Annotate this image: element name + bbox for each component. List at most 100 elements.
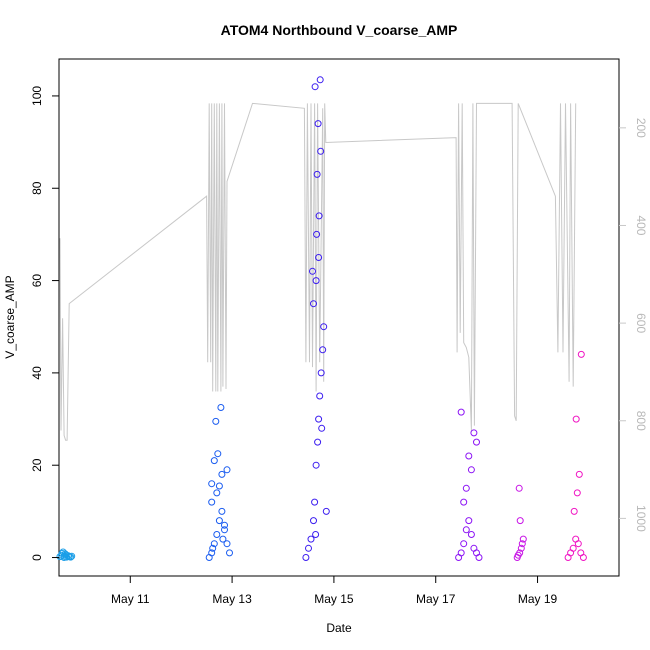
scatter-point bbox=[223, 540, 231, 548]
scatter-point bbox=[312, 277, 320, 285]
scatter-point bbox=[465, 517, 473, 525]
scatter-point bbox=[315, 415, 323, 423]
scatter-point bbox=[208, 498, 216, 506]
scatter-point bbox=[467, 466, 475, 474]
y2-tick-label: 600 bbox=[634, 313, 648, 333]
y2-axis: 200 400 600 800 1000 bbox=[619, 118, 648, 532]
series-cluster-may-19-8 bbox=[564, 350, 587, 561]
scatter-point bbox=[209, 544, 217, 552]
scatter-point bbox=[65, 553, 73, 561]
scatter-point bbox=[212, 417, 220, 425]
y2-tick-label: 1000 bbox=[634, 505, 648, 532]
x-axis-label: Date bbox=[326, 621, 352, 635]
y-tick-label: 0 bbox=[30, 554, 44, 561]
scatter-point bbox=[310, 517, 317, 525]
scatter-point bbox=[315, 212, 323, 220]
scatter-point bbox=[577, 350, 585, 358]
scatter-point bbox=[516, 549, 524, 557]
scatter-point bbox=[473, 438, 480, 446]
scatter-point bbox=[221, 526, 228, 534]
y-axis: 0 20 40 60 80 100 bbox=[30, 86, 59, 561]
series-cluster-may-9 bbox=[56, 548, 76, 561]
scatter-point bbox=[457, 408, 465, 416]
x-tick-label: May 13 bbox=[212, 592, 252, 606]
scatter-point bbox=[221, 521, 228, 529]
y-tick-label: 60 bbox=[30, 274, 44, 288]
scatter-point bbox=[218, 507, 226, 515]
scatter-point bbox=[218, 470, 226, 478]
scatter-point bbox=[312, 531, 320, 538]
scatter-point bbox=[314, 120, 322, 128]
plot-border bbox=[58, 58, 620, 577]
scatter-point bbox=[465, 452, 473, 460]
scatter-point bbox=[475, 554, 483, 561]
scatter-point bbox=[208, 480, 216, 488]
y-tick-label: 80 bbox=[30, 181, 44, 195]
scatter-point bbox=[311, 83, 319, 91]
scatter-point bbox=[213, 489, 221, 497]
scatter-point bbox=[317, 147, 325, 155]
scatter-point bbox=[572, 415, 580, 423]
scatter-point bbox=[575, 470, 583, 478]
scatter-point bbox=[315, 254, 323, 261]
scatter-point bbox=[462, 484, 470, 492]
scatter-point bbox=[319, 346, 327, 354]
scatter-point bbox=[60, 554, 68, 561]
series-cluster-may-18-6 bbox=[513, 484, 527, 561]
scatter-point bbox=[322, 507, 330, 515]
scatter-point bbox=[219, 535, 227, 543]
scatter-point bbox=[515, 484, 523, 492]
scatter-point bbox=[210, 457, 218, 465]
scatter-point bbox=[317, 369, 325, 377]
series-cluster-may-14-15 bbox=[302, 76, 330, 561]
scatter-point bbox=[226, 549, 233, 557]
x-tick-label: May 19 bbox=[518, 592, 558, 606]
scatter-point bbox=[569, 544, 577, 552]
x-tick-label: May 11 bbox=[111, 592, 150, 606]
scatter-point bbox=[302, 554, 310, 561]
scatter-point bbox=[314, 438, 322, 446]
scatter-point bbox=[310, 300, 317, 308]
x-tick-label: May 15 bbox=[314, 592, 354, 606]
y-tick-label: 100 bbox=[30, 86, 44, 106]
scatter-point bbox=[574, 540, 582, 548]
scatter-point bbox=[316, 76, 324, 84]
chart-title: ATOM4 Northbound V_coarse_AMP bbox=[221, 22, 458, 38]
scatter-point bbox=[579, 554, 587, 561]
scatter-group bbox=[56, 76, 587, 561]
y-tick-label: 40 bbox=[30, 366, 44, 380]
scatter-point bbox=[320, 323, 328, 331]
series-cluster-may-12-13 bbox=[205, 404, 233, 561]
scatter-point bbox=[460, 540, 468, 548]
scatter-point bbox=[460, 498, 468, 506]
scatter-point bbox=[215, 482, 223, 490]
y2-tick-label: 800 bbox=[634, 411, 648, 431]
scatter-point bbox=[518, 540, 526, 548]
scatter-point bbox=[318, 424, 326, 432]
scatter-point bbox=[467, 531, 475, 538]
scatter-point bbox=[462, 526, 470, 534]
scatter-point bbox=[313, 170, 321, 178]
depth-line-group bbox=[59, 102, 577, 441]
y2-tick-label: 200 bbox=[634, 118, 648, 138]
scatter-point bbox=[516, 517, 524, 525]
y2-tick-label: 400 bbox=[634, 215, 648, 235]
scatter-point bbox=[215, 517, 223, 525]
y-tick-label: 20 bbox=[30, 458, 44, 472]
scatter-point bbox=[573, 489, 581, 497]
scatter-point bbox=[312, 461, 320, 469]
scatter-point bbox=[457, 549, 465, 557]
scatter-point bbox=[313, 230, 321, 238]
scatter-point bbox=[217, 404, 225, 411]
scatter-point bbox=[311, 498, 319, 506]
scatter-point bbox=[214, 450, 222, 458]
scatter-point bbox=[517, 544, 525, 552]
series-cluster-may-17-18 bbox=[455, 408, 483, 561]
scatter-point bbox=[519, 535, 527, 543]
scatter-point bbox=[307, 535, 315, 543]
scatter-point bbox=[208, 549, 216, 557]
scatter-point bbox=[58, 549, 66, 557]
x-tick-label: May 17 bbox=[416, 592, 456, 606]
depth-trace-line bbox=[59, 102, 577, 441]
